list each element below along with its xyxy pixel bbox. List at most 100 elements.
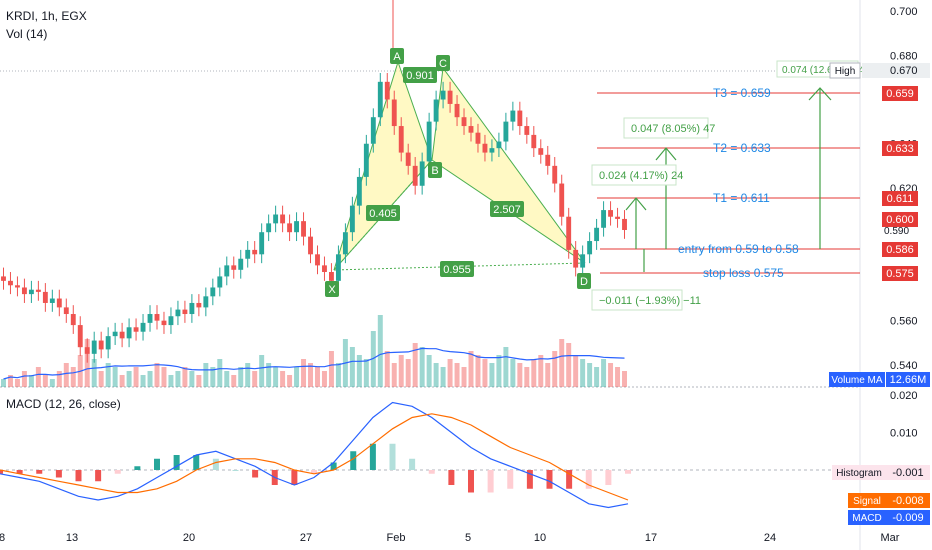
volume-bar: [28, 375, 34, 387]
histogram-bar: [0, 470, 3, 474]
macd-tag: MACD -0.009: [848, 510, 930, 525]
volume-bar: [119, 375, 125, 387]
volume-bar: [84, 339, 90, 387]
symbol-legend[interactable]: KRDI, 1h, EGX: [6, 9, 87, 23]
volume-bar: [217, 359, 223, 387]
svg-text:Volume MA: Volume MA: [831, 375, 882, 386]
point-a-label: A: [390, 48, 404, 64]
ratio-ac-label: 0.901: [403, 67, 437, 83]
high-tag: High 0.670: [829, 62, 930, 79]
candle-body: [503, 121, 509, 142]
volume-bar: [105, 363, 111, 387]
date-tick-label: 10: [534, 532, 546, 544]
candle-body: [363, 143, 369, 177]
svg-text:A: A: [393, 51, 401, 63]
histogram-bar: [114, 470, 121, 474]
volume-bar: [252, 371, 258, 387]
volume-bar: [224, 371, 230, 387]
candle-body: [161, 320, 167, 326]
volume-bar: [245, 363, 251, 387]
candle-body: [8, 280, 13, 286]
t3-price-tag: 0.659: [882, 86, 918, 101]
candle-body: [175, 309, 181, 317]
candle-body: [231, 265, 237, 270]
volume-bar: [161, 367, 167, 387]
volume-bar: [133, 367, 139, 387]
histogram-bar: [291, 470, 298, 485]
ratio-ab-label: 0.405: [366, 205, 400, 221]
point-b-label: B: [428, 162, 442, 178]
volume-bar: [573, 355, 579, 387]
point-x-label: X: [325, 281, 339, 297]
point-c-label: C: [436, 55, 450, 71]
volume-bar: [510, 359, 516, 387]
candle-body: [189, 302, 195, 315]
date-tick-label: 13: [66, 532, 78, 544]
volume-bar: [622, 371, 627, 387]
volume-bar: [7, 375, 13, 387]
volume-bar: [328, 351, 334, 387]
macd-legend[interactable]: MACD (12, 26, close): [6, 397, 121, 411]
macd-axis[interactable]: 0.020 0.010: [890, 390, 918, 440]
candle-body: [35, 289, 41, 292]
candle-body: [182, 309, 188, 315]
candle-body: [133, 327, 139, 332]
volume-bar: [559, 339, 565, 387]
date-axis[interactable]: 8 13 20 27 Feb 5 10 17 24 Mar: [0, 532, 900, 544]
volume-bar: [280, 371, 286, 387]
svg-text:0.659: 0.659: [886, 88, 914, 100]
candle-body: [266, 223, 272, 233]
measure-t1-box: 0.024 (4.17%) 24: [591, 164, 683, 186]
candle-body: [405, 152, 411, 166]
svg-text:Histogram: Histogram: [836, 468, 882, 479]
volume-bar: [405, 359, 411, 387]
volume-bar: [14, 379, 20, 387]
volume-bar: [587, 363, 593, 387]
svg-text:B: B: [431, 165, 438, 177]
volume-bar: [440, 367, 446, 387]
svg-text:0.670: 0.670: [890, 65, 918, 77]
histogram-bar: [173, 455, 180, 470]
histogram-bar: [428, 470, 435, 474]
candle-body: [447, 90, 453, 104]
histogram-bar: [566, 470, 573, 489]
volume-bar: [419, 347, 425, 387]
date-tick-label: Mar: [881, 532, 900, 544]
svg-text:0.611: 0.611: [887, 193, 914, 205]
date-tick-label: 24: [764, 532, 776, 544]
histogram-bar: [369, 443, 376, 470]
volume-bar: [231, 375, 237, 387]
price-tick-label: 0.540: [890, 360, 918, 372]
volume-bar: [112, 367, 118, 387]
candle-body: [119, 331, 125, 339]
svg-text:0.024 (4.17%) 24: 0.024 (4.17%) 24: [599, 170, 683, 182]
candle-body: [56, 298, 62, 308]
svg-text:0.047 (8.05%) 47: 0.047 (8.05%) 47: [631, 123, 715, 135]
volume-bar: [496, 355, 502, 387]
t1-price-tag: 0.611: [882, 191, 918, 206]
volume-bar: [524, 367, 530, 387]
t2-label: T2 = 0.633: [713, 141, 771, 155]
volume-legend[interactable]: Vol (14): [6, 27, 48, 41]
volume-bar: [91, 359, 97, 387]
date-tick-label: 8: [0, 532, 5, 544]
candle-body: [510, 110, 516, 122]
candle-body: [196, 302, 202, 308]
measure-stop-box: −0.011 (−1.93%) −11: [591, 289, 701, 311]
candle-body: [273, 214, 279, 224]
candle-body: [454, 103, 460, 118]
candle-body: [601, 210, 607, 228]
date-tick-label: 20: [183, 532, 195, 544]
candle-body: [482, 143, 488, 153]
volume-bar: [140, 375, 146, 387]
candle-body: [552, 165, 558, 184]
candle-body: [433, 99, 439, 122]
candle-body: [105, 336, 111, 350]
volume-bar: [287, 375, 293, 387]
volume-bar: [21, 371, 27, 387]
candle-body: [280, 214, 286, 224]
macd-histogram: [0, 443, 631, 493]
histogram-bar: [526, 470, 533, 489]
